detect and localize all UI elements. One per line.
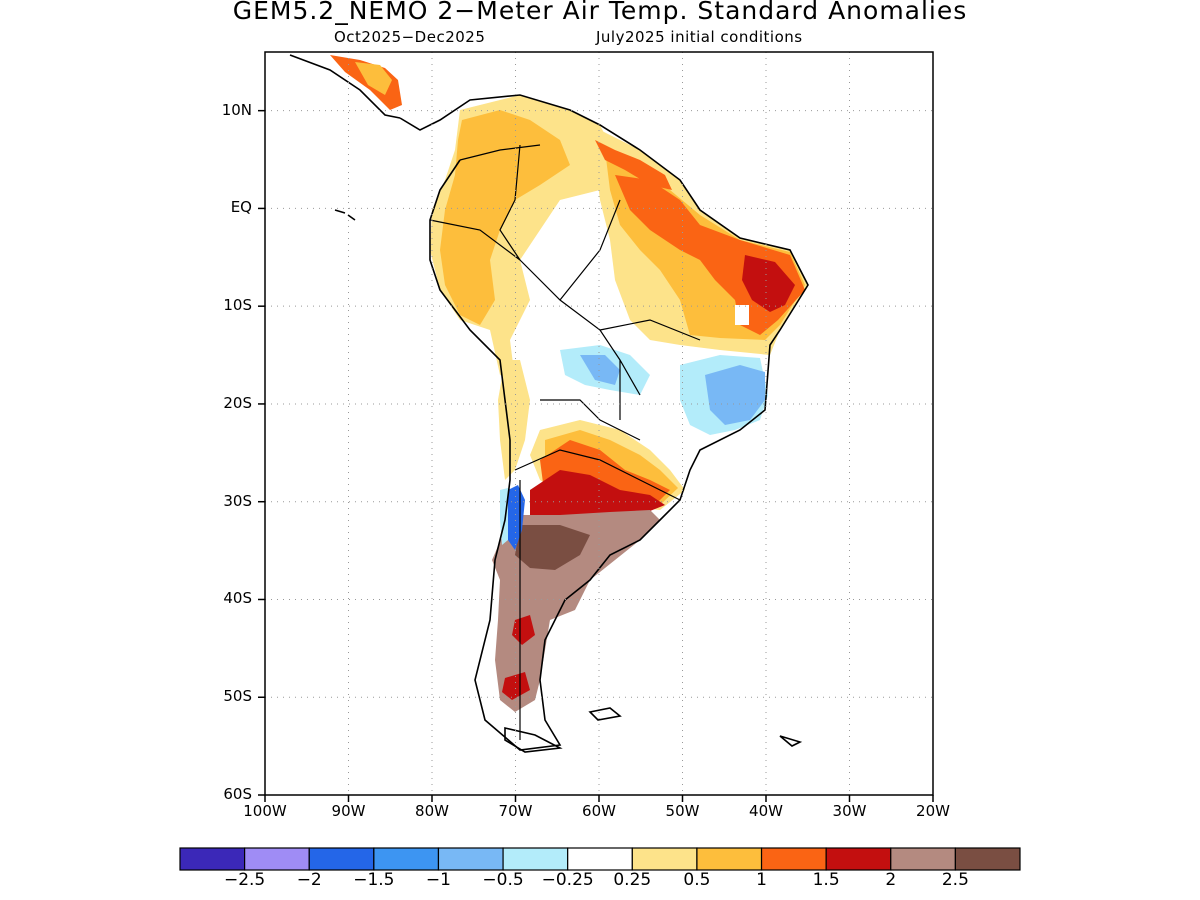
colorbar-label: 1.5: [812, 870, 840, 890]
anomaly-north-mid: [440, 110, 570, 325]
colorbar-swatch: [825, 847, 892, 871]
lat-label: 20S: [223, 393, 252, 412]
lon-label: 50W: [665, 802, 700, 820]
colorbar-label: 2.5: [941, 870, 969, 890]
anomaly-patagonia-red: [502, 615, 535, 700]
border-lines: [429, 144, 701, 740]
colorbar-swatch: [308, 847, 375, 871]
lat-label: 50S: [223, 687, 252, 706]
anomaly-field: [330, 55, 808, 750]
colorbar-swatch: [890, 847, 956, 871]
island-south-georgia: [779, 735, 803, 747]
anomaly-brazil-max: [742, 255, 795, 312]
lon-label: 70W: [498, 802, 533, 820]
colorbar-label: −0.25: [541, 870, 594, 890]
coastlines: [289, 54, 809, 753]
colorbar-label: 1: [756, 870, 767, 890]
colorbar-label: −2: [296, 870, 322, 890]
colorbar-label: −1: [425, 870, 451, 890]
lat-label: EQ: [230, 198, 252, 217]
lat-label: 40S: [223, 589, 252, 608]
colorbar-swatch: [502, 847, 569, 871]
island-tierra-del-fuego: [504, 726, 563, 753]
colorbar-swatch: [760, 847, 827, 871]
lon-label: 40W: [749, 802, 783, 820]
colorbar-swatch: [244, 847, 310, 871]
anomaly-se-cool-2: [705, 365, 765, 425]
colorbar-swatch: [179, 847, 246, 871]
lon-label: 20W: [916, 802, 950, 820]
colorbar-swatch: [567, 847, 633, 871]
lat-label: 60S: [223, 785, 252, 803]
coastline-south-america: [399, 94, 809, 751]
colorbar-swatch: [954, 847, 1021, 871]
anomaly-south-max: [530, 470, 665, 522]
anomaly-central-america: [330, 55, 402, 110]
colorbar: [179, 847, 1021, 871]
colorbar-swatch: [631, 847, 698, 871]
anomaly-central-cool-2: [580, 355, 620, 385]
colorbar-swatch: [437, 847, 504, 871]
lon-label: 90W: [331, 802, 366, 820]
lon-label: 30W: [832, 802, 867, 820]
island-galapagos: [334, 209, 356, 221]
colorbar-swatch: [696, 847, 763, 871]
lon-label: 100W: [243, 802, 287, 820]
initial-conditions: July2025 initial conditions: [596, 28, 803, 46]
lon-label: 60W: [582, 802, 616, 820]
anomaly-central-america-light: [355, 62, 392, 95]
colorbar-label: −2.5: [223, 870, 266, 890]
anomaly-westcoast: [498, 360, 530, 480]
map-title: GEM5.2_NEMO 2−Meter Air Temp. Standard A…: [232, 0, 968, 25]
colorbar-label: 0.25: [613, 870, 652, 890]
anomaly-gap: [735, 305, 749, 325]
colorbar-label: 0.5: [683, 870, 711, 890]
colorbar-label: −1.5: [353, 870, 395, 890]
lat-label: 10S: [223, 296, 252, 315]
axis-ticks: [258, 109, 934, 802]
anomaly-patagonia-dark: [515, 525, 590, 570]
anomaly-guianas: [595, 140, 672, 190]
island-falklands: [588, 707, 622, 721]
forecast-period: Oct2025−Dec2025: [334, 28, 486, 46]
lat-label: 10N: [221, 100, 252, 119]
colorbar-swatch: [373, 847, 440, 871]
coastline-central-america: [289, 54, 401, 119]
colorbar-label: −0.5: [482, 870, 524, 890]
lon-label: 80W: [415, 802, 449, 820]
lat-label: 30S: [223, 491, 252, 510]
colorbar-label: 2: [885, 870, 897, 890]
